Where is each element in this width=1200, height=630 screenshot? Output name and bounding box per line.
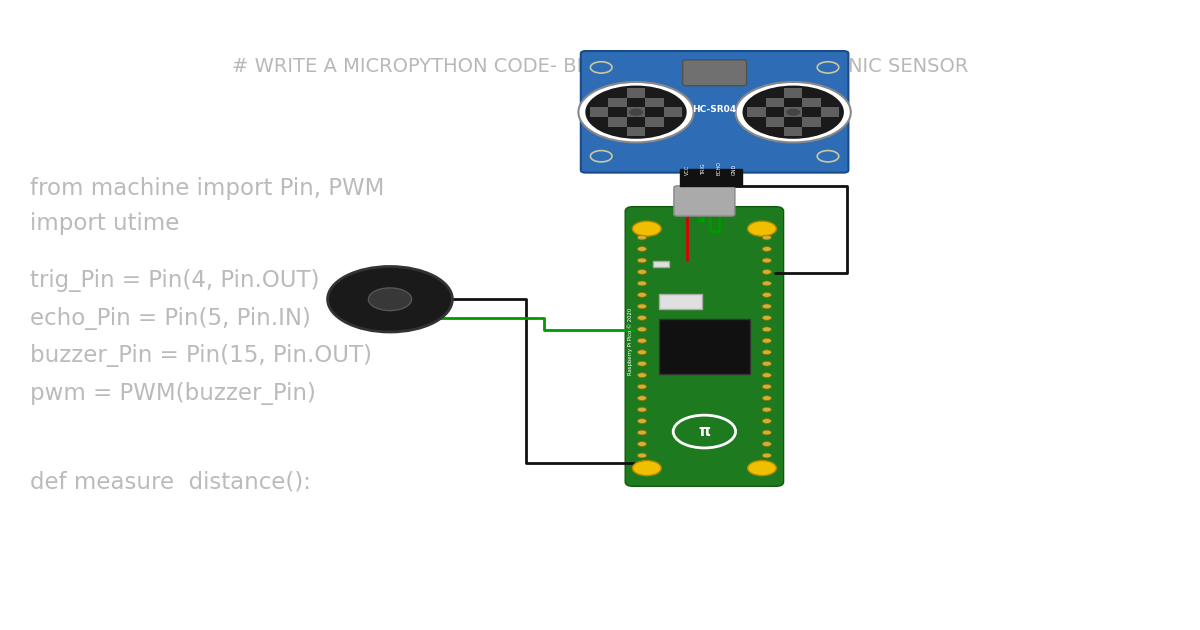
- Circle shape: [637, 384, 647, 389]
- Circle shape: [637, 338, 647, 343]
- Circle shape: [762, 453, 772, 458]
- Circle shape: [632, 461, 661, 476]
- Bar: [590, 107, 608, 117]
- Circle shape: [762, 246, 772, 251]
- FancyBboxPatch shape: [674, 186, 734, 216]
- Circle shape: [786, 108, 800, 116]
- Circle shape: [637, 258, 647, 263]
- Bar: [664, 107, 682, 117]
- Circle shape: [748, 461, 776, 476]
- Text: TRIG: TRIG: [701, 163, 706, 175]
- Text: buzzer_Pin = Pin(15, Pin.OUT): buzzer_Pin = Pin(15, Pin.OUT): [30, 345, 372, 367]
- Circle shape: [762, 258, 772, 263]
- Circle shape: [762, 350, 772, 355]
- Circle shape: [637, 362, 647, 366]
- Circle shape: [743, 86, 844, 139]
- Bar: [659, 294, 702, 309]
- Text: from machine import Pin, PWM: from machine import Pin, PWM: [30, 178, 384, 200]
- Bar: [608, 98, 626, 107]
- Circle shape: [817, 151, 839, 162]
- Circle shape: [590, 62, 612, 73]
- Circle shape: [762, 430, 772, 435]
- Circle shape: [328, 266, 452, 332]
- Circle shape: [762, 270, 772, 274]
- Bar: [766, 98, 784, 107]
- Circle shape: [762, 327, 772, 331]
- Bar: [803, 117, 821, 127]
- Circle shape: [637, 373, 647, 377]
- Circle shape: [762, 442, 772, 447]
- Circle shape: [762, 235, 772, 240]
- FancyBboxPatch shape: [683, 60, 746, 86]
- Circle shape: [637, 246, 647, 251]
- Circle shape: [762, 419, 772, 423]
- Bar: [821, 107, 839, 117]
- Circle shape: [590, 151, 612, 162]
- Bar: [654, 261, 670, 266]
- Circle shape: [736, 82, 851, 142]
- FancyBboxPatch shape: [581, 51, 848, 173]
- Bar: [803, 98, 821, 107]
- Circle shape: [637, 350, 647, 355]
- Circle shape: [632, 221, 661, 236]
- Circle shape: [629, 108, 643, 116]
- Bar: [626, 88, 646, 98]
- Bar: [748, 107, 766, 117]
- Circle shape: [637, 453, 647, 458]
- Circle shape: [637, 316, 647, 320]
- Text: trig_Pin = Pin(4, Pin.OUT): trig_Pin = Pin(4, Pin.OUT): [30, 269, 319, 292]
- Circle shape: [637, 281, 647, 286]
- Bar: [784, 107, 803, 117]
- Text: import utime: import utime: [30, 212, 179, 235]
- Circle shape: [762, 407, 772, 412]
- Text: pwm = PWM(buzzer_Pin): pwm = PWM(buzzer_Pin): [30, 382, 316, 405]
- Circle shape: [586, 86, 686, 139]
- Bar: [608, 117, 626, 127]
- Bar: [659, 319, 750, 374]
- Text: VCC: VCC: [685, 164, 690, 175]
- Circle shape: [578, 82, 694, 142]
- Circle shape: [762, 373, 772, 377]
- Bar: [679, 169, 742, 186]
- Circle shape: [637, 292, 647, 297]
- Circle shape: [637, 430, 647, 435]
- Circle shape: [762, 338, 772, 343]
- Bar: [626, 107, 646, 117]
- Circle shape: [762, 384, 772, 389]
- Circle shape: [368, 288, 412, 311]
- Bar: [646, 98, 664, 107]
- Circle shape: [637, 442, 647, 447]
- Circle shape: [637, 419, 647, 423]
- Text: HC-SR04: HC-SR04: [692, 105, 737, 114]
- Text: echo_Pin = Pin(5, Pin.IN): echo_Pin = Pin(5, Pin.IN): [30, 307, 311, 329]
- Bar: [784, 88, 803, 98]
- Circle shape: [762, 316, 772, 320]
- Text: # WRITE A MICROPYTHON CODE- BLIND STICK USING ULTRASONIC SENSOR: # WRITE A MICROPYTHON CODE- BLIND STICK …: [232, 57, 968, 76]
- Circle shape: [762, 304, 772, 309]
- Circle shape: [762, 362, 772, 366]
- FancyBboxPatch shape: [625, 207, 784, 486]
- Circle shape: [762, 281, 772, 286]
- Circle shape: [637, 304, 647, 309]
- Circle shape: [637, 396, 647, 401]
- Text: π: π: [698, 424, 710, 439]
- Circle shape: [748, 221, 776, 236]
- Circle shape: [637, 407, 647, 412]
- Circle shape: [762, 292, 772, 297]
- Circle shape: [637, 270, 647, 274]
- Bar: [784, 127, 803, 136]
- Text: GND: GND: [732, 163, 737, 175]
- Circle shape: [637, 327, 647, 331]
- Bar: [766, 117, 784, 127]
- Text: Raspberry Pi Pico © 2020: Raspberry Pi Pico © 2020: [628, 307, 632, 375]
- Text: def measure  distance():: def measure distance():: [30, 471, 311, 493]
- Bar: [646, 117, 664, 127]
- Circle shape: [637, 235, 647, 240]
- Circle shape: [817, 62, 839, 73]
- Circle shape: [762, 396, 772, 401]
- Text: ECHO: ECHO: [716, 161, 721, 175]
- Bar: [626, 127, 646, 136]
